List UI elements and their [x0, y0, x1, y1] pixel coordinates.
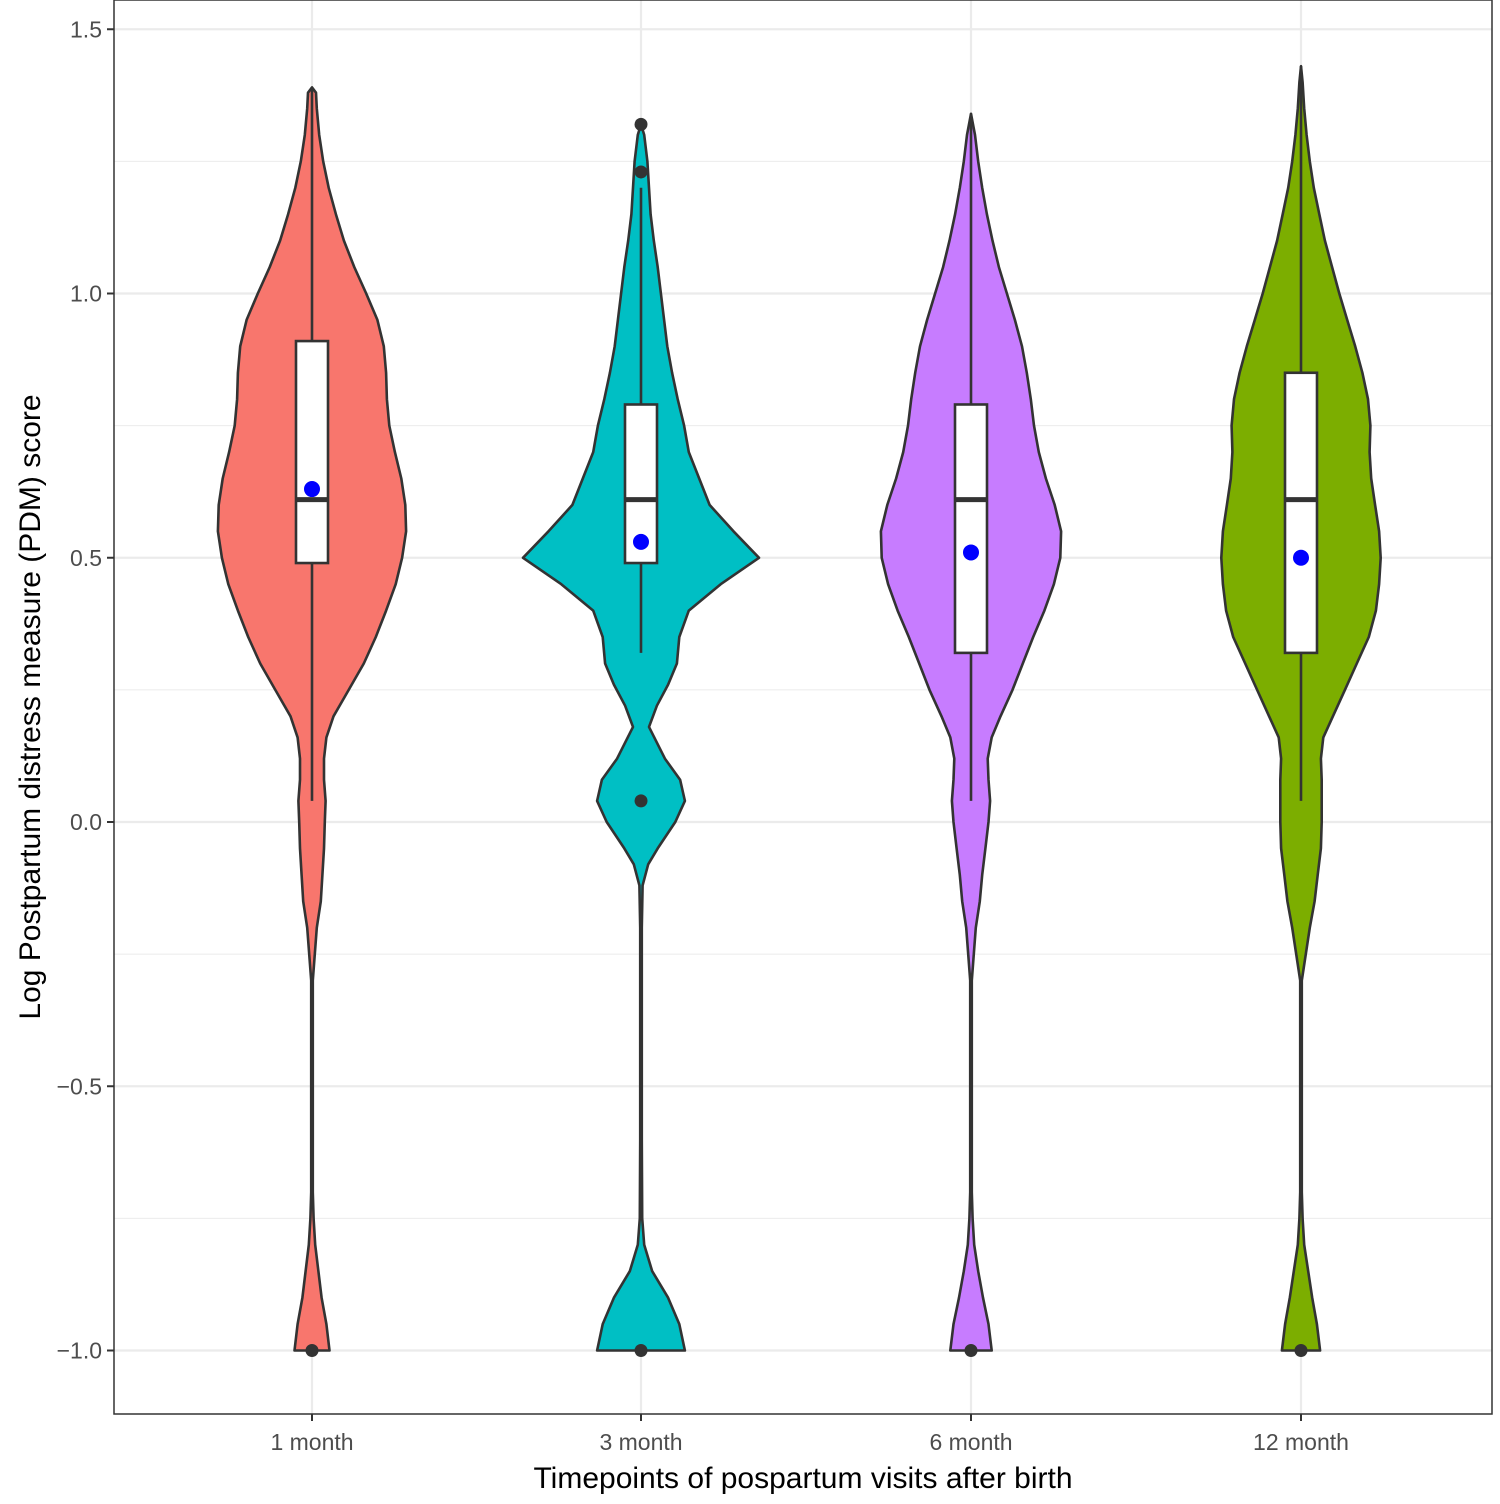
point-layer — [304, 117, 1309, 1357]
mean-point — [1293, 549, 1309, 566]
x-tick-label: 12 month — [1253, 1429, 1349, 1455]
y-tick-label: 0.5 — [70, 545, 102, 571]
x-tick-label: 6 month — [929, 1429, 1012, 1455]
outlier-point — [634, 165, 648, 179]
outlier-point — [1294, 1344, 1308, 1357]
box-iqr — [953, 403, 989, 655]
y-axis-title: Log Postpartum distress measure (PDM) sc… — [14, 394, 47, 1019]
box-layer — [294, 66, 1319, 801]
outlier-point — [634, 794, 648, 808]
panel-border — [113, 0, 1493, 1415]
mean-point — [304, 481, 320, 498]
y-tick-label: 0.0 — [70, 809, 102, 835]
mean-point — [963, 544, 979, 561]
y-tick-label: −0.5 — [57, 1073, 102, 1099]
outlier-point — [964, 1344, 978, 1357]
outlier-point — [634, 1344, 648, 1357]
x-tick-label: 3 month — [599, 1429, 682, 1455]
y-tick-label: −1.0 — [57, 1338, 102, 1364]
x-tick-label: 1 month — [270, 1429, 353, 1455]
outlier-point — [634, 117, 648, 131]
mean-point — [633, 533, 649, 550]
box-iqr — [1283, 371, 1319, 655]
outlier-point — [305, 1344, 319, 1357]
y-tick-label: 1.5 — [70, 16, 102, 42]
y-tick-label: 1.0 — [70, 281, 102, 307]
violin-layer — [216, 64, 1382, 1352]
tick-layer: −1.0 −0.5 0.0 0.5 1.0 1.5 1 month 3 month 6 mont… — [57, 16, 1349, 1455]
box-iqr — [294, 339, 330, 565]
x-axis-title: Timepoints of pospartum visits after bir… — [533, 1462, 1072, 1495]
